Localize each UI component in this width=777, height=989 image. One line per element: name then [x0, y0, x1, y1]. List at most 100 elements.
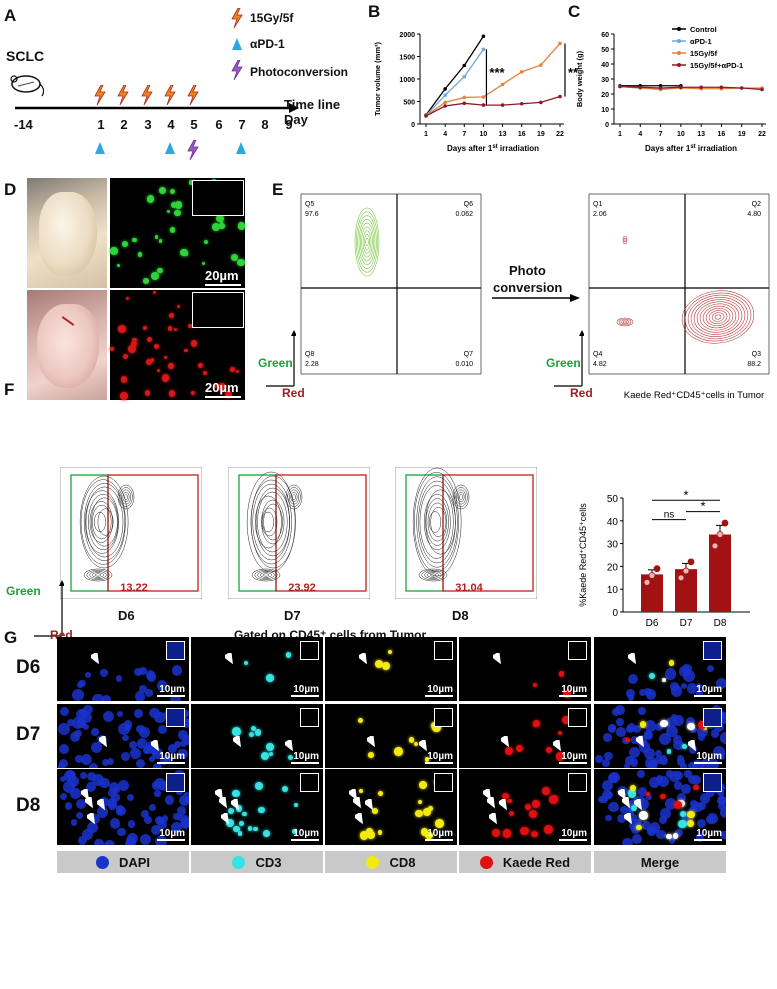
bolt-shape [187, 140, 199, 160]
data-point [500, 82, 505, 87]
nucleus [176, 814, 183, 821]
contour-line [83, 483, 126, 561]
nucleus [692, 801, 704, 813]
marker-cell [639, 811, 648, 820]
contour-line [418, 480, 456, 564]
fluorescent-cell [142, 278, 149, 284]
fluorescent-cell [169, 313, 175, 318]
contour-line [263, 503, 283, 541]
nucleus [118, 723, 131, 736]
micrograph-D6-cd3: 10µm [191, 637, 323, 701]
nucleus [96, 805, 109, 818]
nucleus [693, 761, 700, 768]
nucleus [58, 743, 70, 755]
legend-swatch-dot [677, 63, 681, 67]
contour-line [251, 568, 281, 582]
contour-line [618, 318, 632, 326]
marker-cell [649, 673, 656, 680]
fluorescent-cell [184, 349, 188, 353]
tumor-photo-top [27, 178, 107, 288]
micrograph-D7-cd3: 10µm [191, 704, 323, 768]
inset-box [568, 641, 587, 660]
marker-cell [237, 831, 243, 836]
data-point [719, 85, 724, 90]
y-tick-label: 20 [601, 92, 609, 99]
nucleus [695, 832, 705, 842]
panel-label-c: C [568, 2, 581, 21]
x-axis-label: Days after 1st irradiation [645, 144, 737, 153]
arrowhead-icon [634, 799, 642, 811]
contour-line [459, 494, 463, 500]
bar-D7 [675, 569, 697, 612]
y-tick-label: 0 [411, 122, 415, 129]
arrowhead-icon [85, 797, 93, 809]
marker-cell [661, 677, 667, 682]
irradiation-bolt-icon [231, 8, 243, 28]
quadrant-value: 97.6 [305, 211, 319, 218]
nucleus [658, 815, 668, 825]
fluorescent-cell [190, 391, 195, 396]
marker-cell [532, 799, 541, 809]
inset-box [166, 641, 185, 660]
contour-line [80, 479, 126, 565]
nucleus [654, 750, 662, 758]
arrowhead-icon [151, 740, 159, 752]
nucleus [675, 829, 683, 837]
photo-label: Photo [509, 263, 546, 278]
marker-cell [263, 830, 270, 837]
legend-cell-dapi: DAPI [57, 851, 189, 873]
contour-line [419, 485, 454, 559]
nucleus [151, 825, 162, 835]
contour-line [429, 573, 437, 577]
data-point [462, 95, 467, 100]
legend-cell-cd3: CD3 [191, 851, 323, 873]
y-tick-label: 0 [612, 608, 618, 619]
irradiation-bolt-icon [117, 85, 129, 105]
nucleus [152, 747, 164, 759]
fluorescent-cell [167, 210, 171, 214]
arrowhead-icon [97, 799, 105, 811]
axis-arrows-e-right [554, 330, 584, 387]
marker-cell [629, 785, 637, 792]
data-point [462, 101, 467, 106]
panel-label-d: D [4, 180, 17, 199]
legend-apd1: αPD-1 [250, 37, 285, 51]
nucleus [83, 723, 90, 730]
bar-D8 [709, 534, 731, 612]
scale-label: 10µm [293, 828, 319, 839]
nucleus [637, 787, 648, 797]
fluorescent-cell [151, 271, 159, 280]
nucleus [721, 716, 726, 725]
nucleus [121, 734, 129, 742]
contour-line [423, 493, 451, 551]
nucleus [141, 810, 149, 818]
fluorescent-cell [176, 304, 181, 309]
photoconversion-bolt-icon [187, 140, 199, 160]
quadrant-value: 2.06 [593, 211, 607, 218]
data-point [679, 85, 683, 90]
x-tick-label: 13 [499, 131, 507, 138]
quadrant-name: Q8 [305, 351, 314, 358]
arrowhead-icon [365, 799, 373, 811]
fluorescent-cell [125, 296, 130, 301]
apd1-triangle-icon [165, 142, 175, 154]
apd1-triangle-icon [95, 142, 105, 154]
scale-label: 10µm [293, 684, 319, 695]
replicate-point [643, 578, 651, 586]
contour-line [620, 319, 630, 325]
fluorescent-cell [235, 369, 240, 374]
nucleus [135, 758, 146, 768]
contour-line [254, 569, 278, 581]
scale-label: 10µm [696, 684, 722, 695]
contour-line [261, 507, 278, 537]
arrowhead-shape [636, 736, 644, 748]
nucleus [115, 675, 123, 682]
tumor-photo-bottom [27, 290, 107, 400]
fluorescent-cell [142, 326, 147, 331]
arrowhead-shape [355, 813, 363, 825]
nucleus [88, 763, 98, 768]
fluorescent-cell [146, 337, 153, 343]
nucleus [83, 704, 93, 715]
nucleus [602, 779, 614, 792]
bolt-shape [187, 85, 199, 105]
